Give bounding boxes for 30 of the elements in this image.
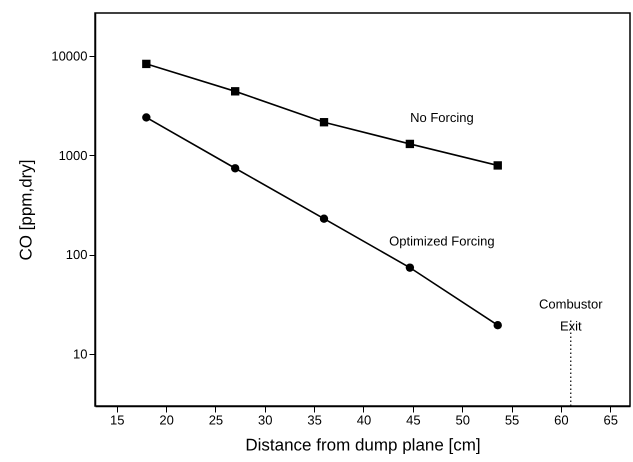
x-tick-label: 25 — [208, 412, 224, 428]
x-tick-label: 60 — [554, 412, 569, 428]
point — [406, 140, 414, 148]
point — [230, 87, 240, 96]
x-axis-title: Distance from dump plane [cm] — [245, 436, 481, 454]
ref-line-label: Combustor Exit — [538, 296, 604, 334]
point — [494, 321, 502, 330]
point — [320, 214, 328, 223]
x-tick-label: 40 — [356, 412, 372, 428]
x-tick-label: 55 — [504, 412, 520, 428]
x-tick-label: 35 — [307, 412, 322, 428]
point — [142, 60, 151, 68]
y-tick-label: 1000 — [58, 148, 88, 163]
point — [406, 263, 414, 272]
y-tick-label: 100 — [66, 247, 88, 262]
y-tick-label: 10 — [73, 346, 88, 362]
series-label: No Forcing — [410, 110, 474, 125]
x-tick-label: 50 — [455, 412, 470, 428]
x-tick-label: 65 — [604, 412, 618, 428]
point — [320, 118, 328, 126]
x-tick-label: 15 — [110, 412, 124, 428]
point — [494, 161, 502, 170]
y-axis-title: CO [ppm,dry] — [16, 159, 36, 261]
point — [230, 164, 240, 172]
x-tick-label: 30 — [258, 412, 273, 428]
x-tick-label: 45 — [406, 412, 421, 428]
y-tick-label: 10000 — [51, 48, 88, 64]
point — [142, 113, 151, 122]
series-label: Optimized Forcing — [389, 234, 495, 249]
x-tick-label: 20 — [159, 412, 174, 428]
